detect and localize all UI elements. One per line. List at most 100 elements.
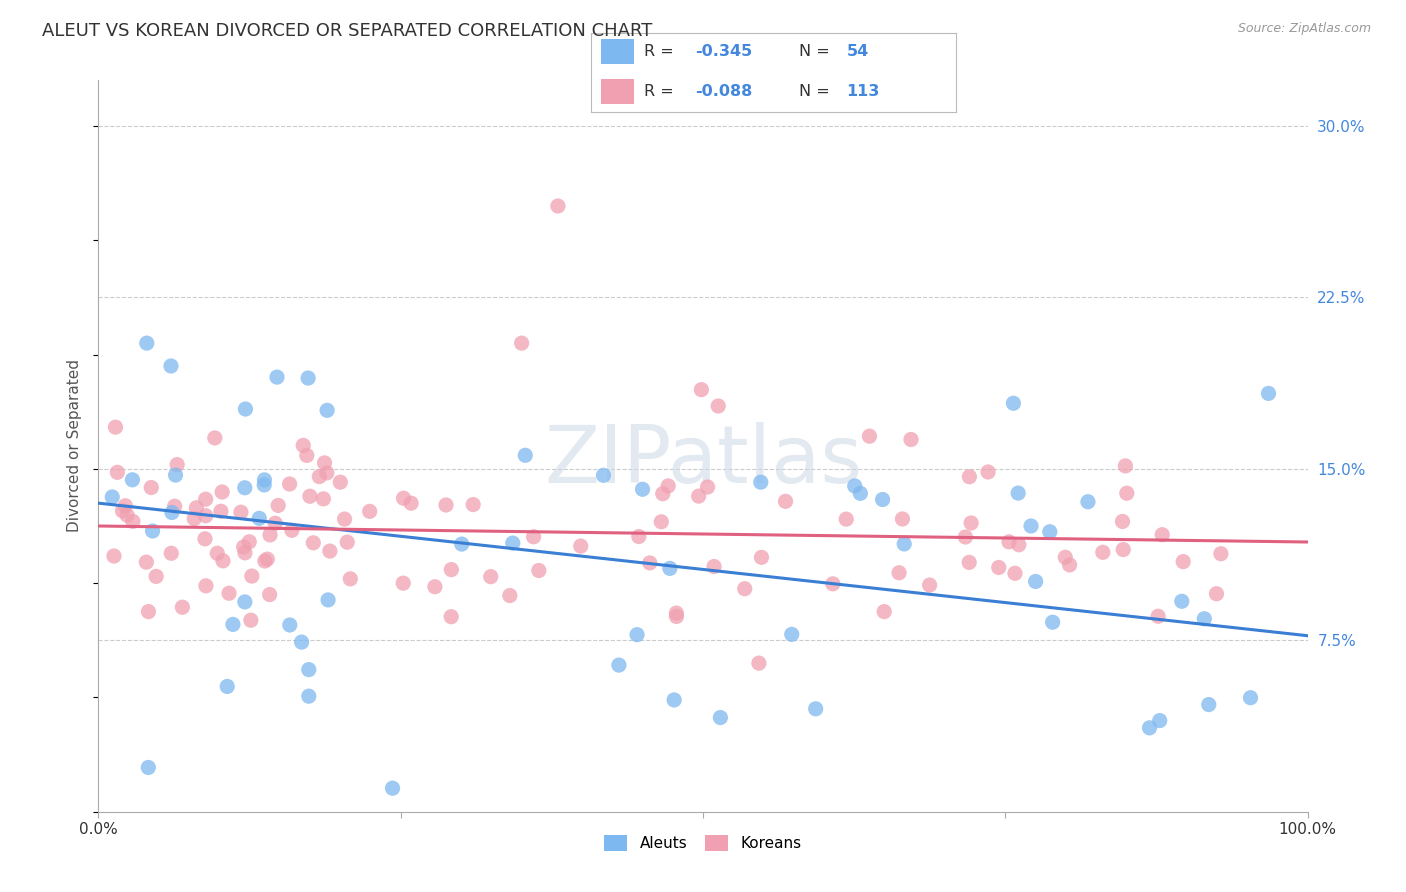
Point (183, 511, 205, 525)
Point (229, 505, 252, 519)
Point (510, 336, 533, 351)
Point (111, 504, 134, 518)
Point (233, 595, 256, 609)
Point (1007, 486, 1029, 500)
Point (775, 494, 797, 508)
Point (136, 760, 159, 774)
Point (339, 572, 361, 586)
Point (392, 576, 415, 591)
Point (1194, 612, 1216, 626)
Point (463, 498, 485, 512)
Point (217, 680, 239, 694)
Point (194, 579, 217, 593)
Point (690, 383, 713, 397)
Point (194, 492, 217, 507)
Point (211, 485, 233, 500)
Point (240, 569, 263, 583)
Point (239, 613, 262, 627)
Point (1077, 495, 1099, 509)
Y-axis label: Divorced or Separated: Divorced or Separated (67, 359, 83, 533)
Point (333, 512, 356, 526)
Point (291, 635, 314, 649)
Point (960, 516, 983, 530)
Point (1054, 550, 1077, 565)
Point (849, 486, 872, 500)
Point (1257, 386, 1279, 401)
Point (502, 536, 524, 550)
Text: ZIPatlas: ZIPatlas (544, 422, 862, 500)
Point (392, 491, 415, 506)
Point (1039, 524, 1062, 539)
Point (1147, 609, 1170, 624)
Bar (602, 39, 634, 64)
Point (115, 508, 138, 523)
Point (523, 530, 546, 544)
Point (295, 449, 318, 463)
Point (631, 483, 654, 497)
Point (222, 617, 245, 632)
Point (891, 512, 914, 526)
Point (267, 499, 290, 513)
Point (450, 537, 472, 551)
Point (278, 477, 301, 491)
Point (1008, 538, 1031, 552)
Point (160, 506, 183, 520)
Point (607, 658, 630, 673)
Point (1025, 574, 1047, 589)
Point (145, 569, 167, 583)
Point (212, 554, 235, 568)
Point (821, 577, 844, 591)
Point (105, 466, 128, 480)
Point (298, 663, 321, 677)
Point (957, 555, 980, 569)
Point (315, 466, 337, 480)
Point (479, 569, 502, 583)
Point (298, 689, 321, 703)
Text: ALEUT VS KOREAN DIVORCED OR SEPARATED CORRELATION CHART: ALEUT VS KOREAN DIVORCED OR SEPARATED CO… (42, 22, 652, 40)
Point (658, 561, 681, 575)
Point (987, 560, 1010, 574)
Point (651, 486, 673, 500)
Point (893, 537, 915, 551)
Point (281, 524, 304, 538)
Point (709, 710, 731, 724)
Point (1198, 698, 1220, 712)
Point (627, 530, 650, 544)
Point (319, 544, 342, 558)
Text: 113: 113 (846, 84, 880, 99)
Point (232, 540, 254, 554)
Point (336, 535, 359, 549)
Point (900, 433, 922, 447)
Point (141, 481, 163, 495)
Point (238, 534, 260, 549)
Text: R =: R = (644, 84, 679, 99)
Point (1112, 542, 1135, 557)
Point (194, 508, 217, 523)
Point (657, 479, 679, 493)
Point (253, 554, 276, 568)
Point (887, 566, 910, 580)
Point (998, 534, 1021, 549)
Point (1002, 396, 1025, 410)
Point (166, 458, 188, 472)
Point (298, 489, 321, 503)
Point (1149, 714, 1171, 728)
Point (1091, 545, 1114, 559)
Point (204, 431, 226, 445)
Point (165, 468, 187, 483)
Point (440, 609, 463, 624)
Point (844, 479, 866, 493)
Point (688, 489, 710, 503)
Point (957, 469, 980, 483)
Point (434, 498, 457, 512)
Text: -0.088: -0.088 (695, 84, 752, 99)
Text: R =: R = (644, 45, 679, 60)
Point (160, 359, 183, 373)
Point (104, 420, 127, 434)
Point (665, 609, 688, 624)
Point (207, 546, 229, 560)
Point (1173, 555, 1195, 569)
Point (138, 605, 160, 619)
Point (515, 448, 537, 462)
Point (135, 555, 157, 569)
